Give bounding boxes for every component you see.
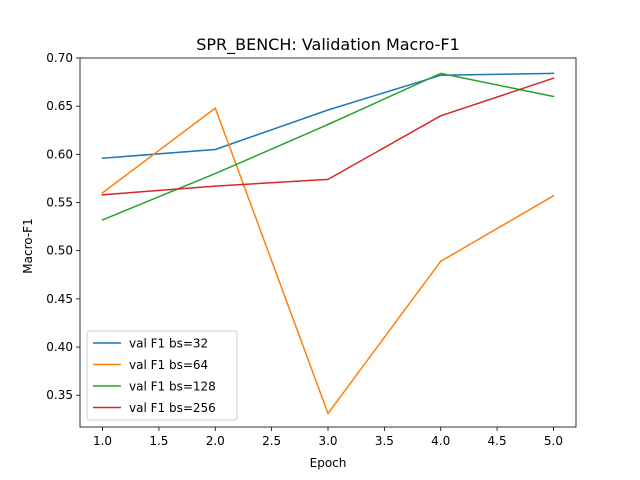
legend-label: val F1 bs=64 (129, 358, 208, 372)
y-tick-label: 0.55 (46, 196, 73, 210)
y-tick-label: 0.70 (46, 51, 73, 65)
x-tick-label: 4.0 (431, 434, 450, 448)
plot-area: 1.0 1.5 2.0 2.5 3.0 3.5 4.0 4.5 5.0 0.35 0.40 0.45 0… (46, 51, 577, 448)
axes-frame (79, 57, 577, 428)
chart-title: SPR_BENCH: Validation Macro-F1 (196, 35, 460, 55)
y-axis-label: Macro-F1 (21, 218, 35, 273)
series-line-bs64 (101, 107, 555, 415)
x-tick-label: 2.0 (206, 434, 225, 448)
x-tick-label: 3.5 (375, 434, 394, 448)
x-tick-label: 1.5 (149, 434, 168, 448)
series-line-bs256 (101, 77, 555, 196)
y-tick-label: 0.40 (46, 340, 73, 354)
x-tick-label: 3.0 (318, 434, 337, 448)
y-tick-label: 0.65 (46, 99, 73, 113)
y-tick-label: 0.45 (46, 292, 73, 306)
legend-label: val F1 bs=128 (129, 380, 216, 394)
y-tick-label: 0.35 (46, 388, 73, 402)
x-axis-label: Epoch (310, 456, 347, 470)
legend-box (86, 330, 238, 421)
x-tick-label: 4.5 (488, 434, 507, 448)
x-tick-label: 5.0 (544, 434, 563, 448)
x-tick-label: 2.5 (262, 434, 281, 448)
x-tick-label: 1.0 (93, 434, 112, 448)
y-tick-label: 0.50 (46, 244, 73, 258)
series-line-bs32 (101, 72, 555, 160)
legend-label: val F1 bs=256 (129, 401, 216, 415)
y-tick-label: 0.60 (46, 147, 73, 161)
legend-label: val F1 bs=32 (129, 337, 208, 351)
